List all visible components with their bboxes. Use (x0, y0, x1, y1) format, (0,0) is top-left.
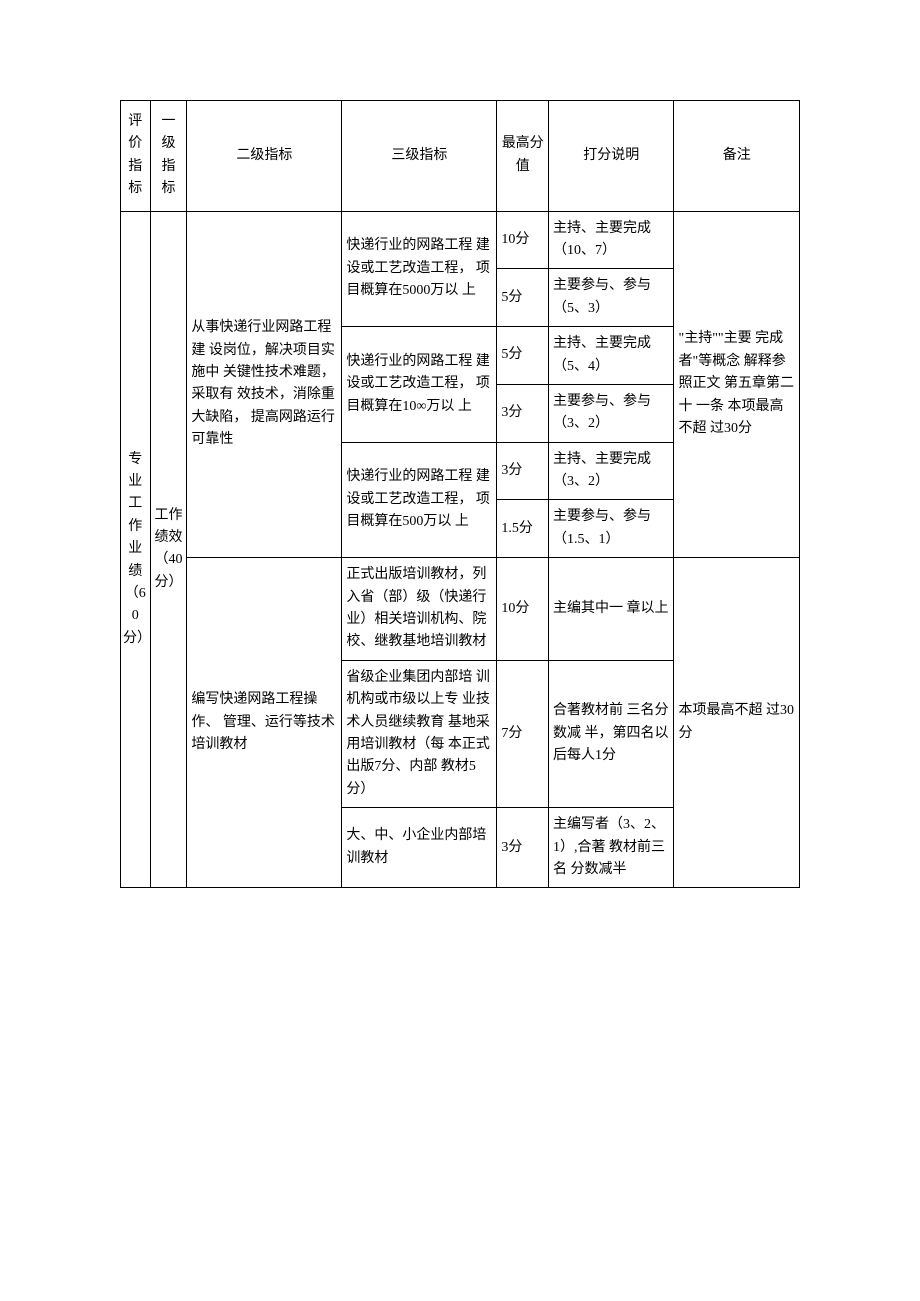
cell-note-2: 本项最高不超 过30分 (674, 558, 800, 888)
cell-desc: 主要参与、参与（3、2） (549, 384, 674, 442)
cell-score: 3分 (497, 808, 549, 888)
header-score: 最高分值 (497, 101, 549, 212)
cell-score: 5分 (497, 269, 549, 327)
cell-desc: 主持、主要完成（10、7） (549, 211, 674, 269)
cell-desc: 主编写者（3、2、1）,合著 教材前三名 分数减半 (549, 808, 674, 888)
table-header-row: 评价指标 一级指标 二级指标 三级指标 最高分值 打分说明 备注 (121, 101, 800, 212)
header-l1: 一级指标 (150, 101, 187, 212)
cell-l3-4: 正式出版培训教材，列 入省（部）级（快递行 业）相关培训机构、院 校、继教基地培… (342, 558, 497, 661)
cell-note-1: "主持""主要 完成者"等概念 解释参照正文 第五章第二十 一条 本项最高不超 … (674, 211, 800, 558)
cell-l3-1: 快递行业的网路工程 建设或工艺改造工程， 项目概算在5000万以 上 (342, 211, 497, 327)
cell-score: 7分 (497, 660, 549, 807)
cell-l2-1: 从事快递行业网路工程建 设岗位，解决项目实施中 关键性技术难题，采取有 效技术，… (187, 211, 342, 558)
cell-desc: 主持、主要完成（5、4） (549, 327, 674, 385)
header-note: 备注 (674, 101, 800, 212)
cell-score: 1.5分 (497, 500, 549, 558)
cell-score: 3分 (497, 384, 549, 442)
cell-desc: 主编其中一 章以上 (549, 558, 674, 661)
header-l2: 二级指标 (187, 101, 342, 212)
cell-eval-indicator: 专业工作业绩 （60分） (121, 211, 151, 888)
cell-desc: 合著教材前 三名分数减 半，第四名以 后每人1分 (549, 660, 674, 807)
cell-l3-6: 大、中、小企业内部培 训教材 (342, 808, 497, 888)
table-row: 专业工作业绩 （60分） 工作绩效（40分） 从事快递行业网路工程建 设岗位，解… (121, 211, 800, 269)
cell-score: 10分 (497, 558, 549, 661)
cell-l3-5: 省级企业集团内部培 训机构或市级以上专 业技术人员继续教育 基地采用培训教材（每… (342, 660, 497, 807)
cell-desc: 主要参与、参与（5、3） (549, 269, 674, 327)
header-eval: 评价指标 (121, 101, 151, 212)
cell-l3-3: 快递行业的网路工程 建设或工艺改造工程， 项目概算在500万以 上 (342, 442, 497, 558)
cell-score: 5分 (497, 327, 549, 385)
header-l3: 三级指标 (342, 101, 497, 212)
cell-desc: 主持、主要完成（3、2） (549, 442, 674, 500)
table-row: 编写快递网路工程操作、 管理、运行等技术培训教材 正式出版培训教材，列 入省（部… (121, 558, 800, 661)
evaluation-table: 评价指标 一级指标 二级指标 三级指标 最高分值 打分说明 备注 专业工作业绩 … (120, 100, 800, 888)
cell-l1-indicator: 工作绩效（40分） (150, 211, 187, 888)
cell-score: 10分 (497, 211, 549, 269)
cell-l2-2: 编写快递网路工程操作、 管理、运行等技术培训教材 (187, 558, 342, 888)
header-desc: 打分说明 (549, 101, 674, 212)
cell-l3-2: 快递行业的网路工程 建设或工艺改造工程， 项目概算在10∞万以 上 (342, 327, 497, 443)
cell-desc: 主要参与、参与（1.5、1） (549, 500, 674, 558)
cell-score: 3分 (497, 442, 549, 500)
